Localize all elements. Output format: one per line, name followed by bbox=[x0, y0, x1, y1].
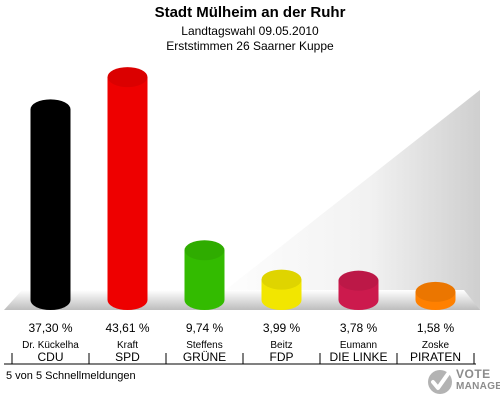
bar-fdp bbox=[261, 269, 302, 310]
candidate-label: Eumann bbox=[340, 340, 377, 351]
candidate-label: Kraft bbox=[117, 340, 138, 351]
bar-top bbox=[107, 67, 148, 88]
chart-title: Stadt Mülheim an der Ruhr bbox=[154, 4, 346, 21]
party-label: DIE LINKE bbox=[329, 350, 387, 364]
bar-body bbox=[184, 250, 225, 310]
chart-subtitle-district: Erststimmen 26 Saarner Kuppe bbox=[166, 39, 334, 53]
bar-body bbox=[30, 109, 71, 310]
party-label: PIRATEN bbox=[410, 350, 461, 364]
logo-text-vote: VOTE bbox=[456, 367, 491, 381]
value-label: 43,61 % bbox=[105, 321, 149, 335]
value-label: 9,74 % bbox=[186, 321, 224, 335]
candidate-label: Zoske bbox=[422, 340, 450, 351]
value-label: 3,78 % bbox=[340, 321, 378, 335]
candidate-label: Beitz bbox=[270, 340, 292, 351]
bar-top bbox=[338, 270, 379, 291]
vote-manager-logo: VOTE MANAGER bbox=[426, 365, 500, 397]
chart-subtitle-election: Landtagswahl 09.05.2010 bbox=[181, 24, 319, 38]
party-label: CDU bbox=[38, 350, 64, 364]
bar-piraten bbox=[415, 281, 456, 310]
bar-cdu bbox=[30, 99, 71, 310]
logo-text-manager: MANAGER bbox=[456, 381, 500, 392]
bar-gr-ne bbox=[184, 240, 225, 310]
value-label: 1,58 % bbox=[417, 321, 455, 335]
party-label: SPD bbox=[115, 350, 140, 364]
checkmark-shield-icon bbox=[428, 369, 452, 394]
chart-back-wall bbox=[200, 90, 480, 310]
bar-body bbox=[107, 77, 148, 310]
bar-top bbox=[415, 281, 456, 302]
value-label: 37,30 % bbox=[28, 321, 72, 335]
party-label: GRÜNE bbox=[183, 350, 226, 364]
bar-top bbox=[261, 269, 302, 290]
bar-spd bbox=[107, 67, 148, 310]
value-label: 3,99 % bbox=[263, 321, 301, 335]
chart-floor bbox=[4, 290, 480, 310]
party-label: FDP bbox=[270, 350, 294, 364]
bar-die-linke bbox=[338, 270, 379, 310]
candidate-label: Steffens bbox=[186, 340, 223, 351]
bar-top bbox=[30, 99, 71, 120]
bar-top bbox=[184, 240, 225, 261]
footer-status: 5 von 5 Schnellmeldungen bbox=[6, 370, 136, 382]
candidate-label: Dr. Kückelha bbox=[22, 340, 79, 351]
